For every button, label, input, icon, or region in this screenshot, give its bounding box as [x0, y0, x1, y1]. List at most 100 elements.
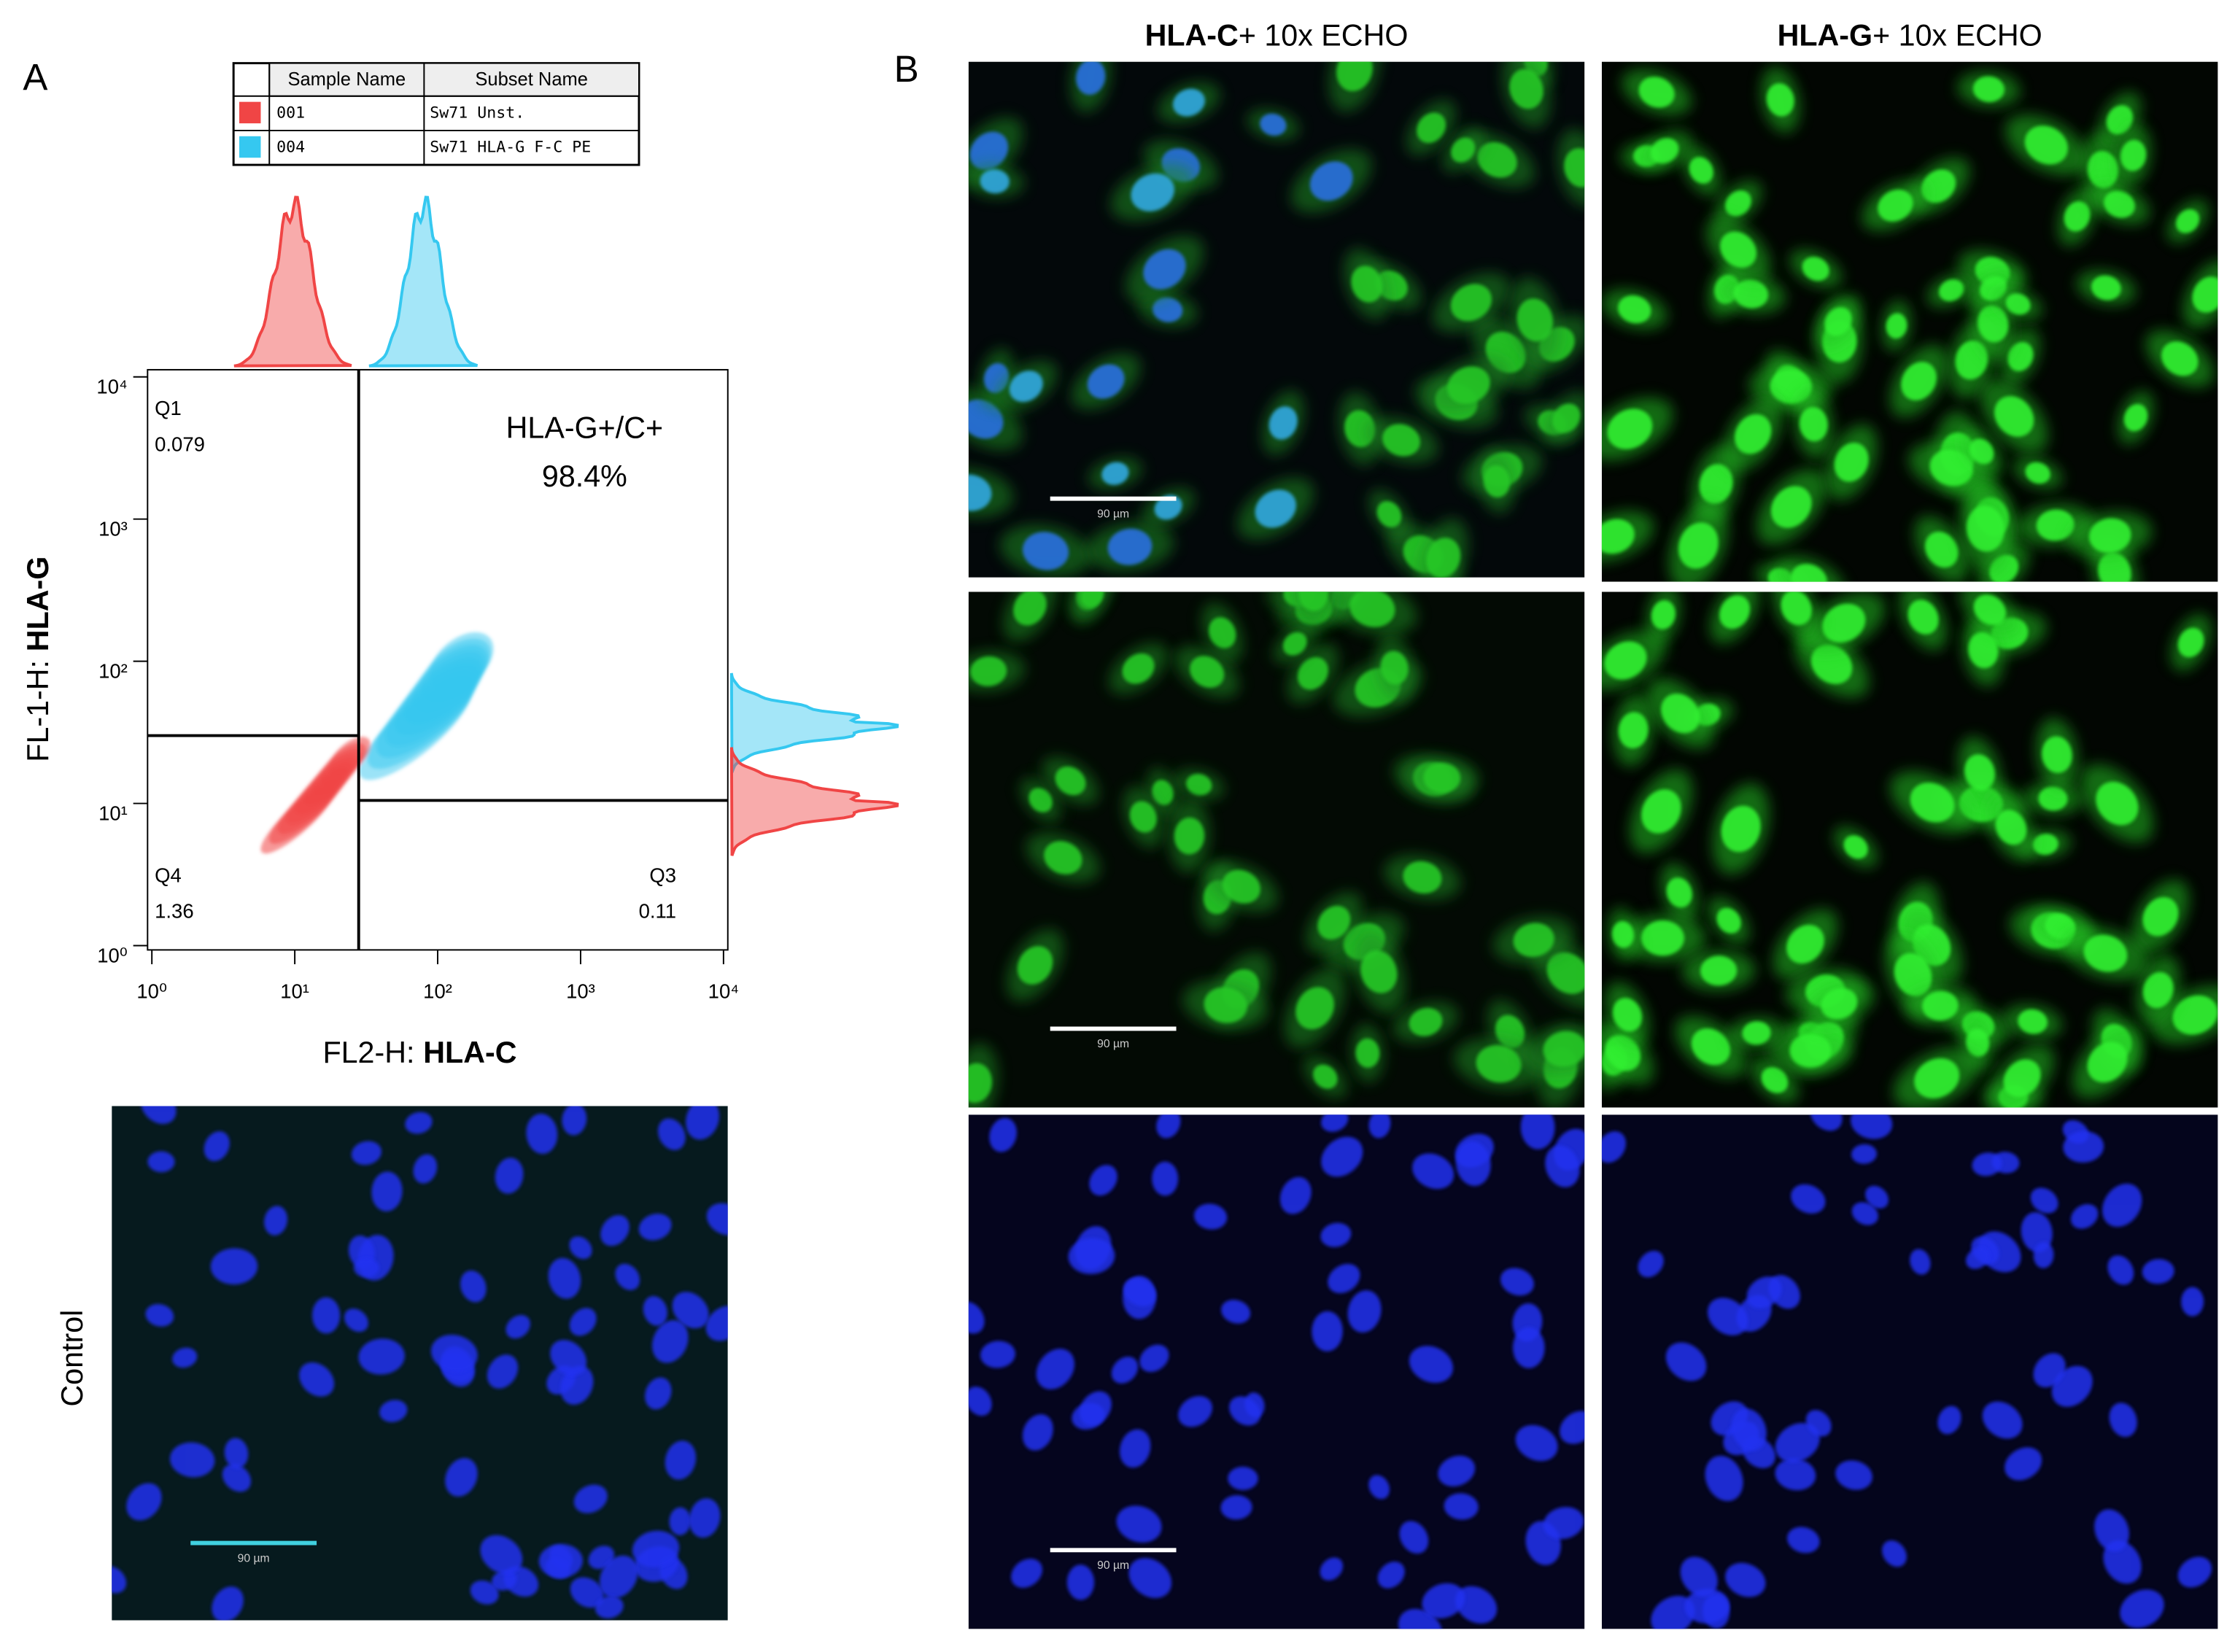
cell-core [1013, 592, 1047, 626]
cell-core [968, 474, 992, 511]
cell-core [1107, 528, 1153, 565]
nucleus [1865, 1185, 1889, 1209]
nucleus [147, 1151, 175, 1173]
nucleus [570, 1577, 604, 1608]
scale-bar-label: 90 µm [1097, 1559, 1129, 1572]
cell-core [2003, 1059, 2041, 1097]
cell-core [2096, 781, 2139, 826]
nucleus [1775, 1458, 1816, 1491]
table-header: Subset Name [475, 69, 588, 90]
x-tick-label: 10⁰ [136, 980, 167, 1003]
cell-core [1799, 406, 1828, 442]
nucleus [344, 1308, 368, 1333]
axis-label-marker: HLA-C [423, 1036, 516, 1069]
cell-core [2064, 201, 2091, 232]
sample-name: 004 [276, 138, 305, 156]
nucleus [1220, 1495, 1252, 1520]
cell-core [1153, 297, 1183, 322]
cell-core [1995, 810, 2027, 845]
cell-core [1966, 1028, 1990, 1057]
cell-core [1190, 656, 1225, 688]
sample-name: 001 [276, 104, 305, 122]
nucleus [2177, 1556, 2212, 1588]
nucleus [1347, 1290, 1382, 1333]
nucleus [491, 1570, 517, 1591]
nucleus [2107, 1255, 2134, 1285]
micrograph [1601, 592, 2218, 1108]
nucleus [573, 1484, 608, 1513]
cell-core [969, 131, 1009, 170]
column-suffix: + 10x ECHO [1239, 18, 1409, 52]
cell-core [2025, 462, 2050, 484]
cell-core [1878, 189, 1913, 222]
cell-core [1255, 489, 1296, 528]
nucleus [1156, 1114, 1181, 1139]
scale-bar-label: 90 µm [238, 1552, 270, 1564]
subset-name: Sw71 Unst. [430, 104, 524, 122]
cell-core [1720, 231, 1756, 268]
cell-core [2038, 786, 2068, 811]
cell-core [1973, 594, 2007, 626]
cell-core [1886, 313, 1907, 339]
cell-core [1309, 161, 1353, 201]
cell-core [2087, 150, 2119, 189]
nucleus [2102, 1183, 2142, 1228]
nucleus [1279, 1176, 1312, 1214]
cell-core [1564, 148, 1585, 187]
cell-core [1907, 600, 1939, 635]
nucleus [2094, 1509, 2129, 1552]
nucleus [2142, 1259, 2174, 1284]
quadrant-name: Q3 [649, 864, 676, 886]
cell-core [2177, 627, 2204, 658]
nucleus [643, 1295, 667, 1326]
panel-label: B [894, 48, 919, 90]
cell-core [1087, 364, 1125, 399]
column-title: HLA-G+ 10x ECHO [1778, 18, 2042, 52]
cell-core [1355, 1038, 1380, 1068]
cell-core [1268, 406, 1298, 440]
nucleus [413, 1154, 438, 1184]
nucleus [212, 1586, 244, 1621]
nucleus [1022, 1414, 1053, 1451]
nucleus [569, 1236, 592, 1260]
population-clouds [260, 632, 494, 854]
y-axis-label: FL-1-H: HLA-G [21, 557, 55, 762]
nucleus [1116, 1505, 1162, 1543]
cell-core [2192, 276, 2218, 313]
nucleus [1937, 1405, 1961, 1435]
cell-core [1678, 522, 1719, 569]
nucleus [1422, 1583, 1465, 1618]
cell-core [1922, 990, 1959, 1021]
cell-core [2104, 190, 2135, 218]
nucleus [689, 1498, 721, 1538]
nucleus [1412, 1153, 1455, 1190]
cell-core [1509, 69, 1543, 109]
cell-core [2120, 139, 2147, 171]
nucleus [1011, 1559, 1042, 1588]
quadrant-value: 0.11 [639, 900, 676, 923]
annotation-title: HLA-G+/C+ [506, 411, 663, 444]
axis-label-prefix: FL2-H: [322, 1036, 414, 1069]
column-marker: HLA-G [1778, 18, 1873, 52]
nucleus [645, 1377, 672, 1410]
cell-core [1543, 1031, 1585, 1067]
cell-core [1611, 921, 1634, 948]
cell-core [1968, 632, 1999, 669]
nucleus [1128, 1558, 1172, 1599]
nucleus [1312, 1311, 1343, 1352]
cell-core [2172, 995, 2218, 1035]
nucleus [1835, 1460, 1872, 1490]
cell-core [2042, 736, 2072, 773]
nucleus [594, 1596, 624, 1618]
nucleus [379, 1400, 408, 1422]
nucleus [2070, 1203, 2099, 1229]
nucleus [550, 1340, 587, 1376]
cell-core [1552, 403, 1581, 433]
nucleus [562, 1106, 587, 1136]
cell-core [1417, 112, 1446, 144]
cell-core [1403, 861, 1442, 893]
cell-core [1477, 141, 1517, 178]
nucleus [264, 1206, 288, 1236]
cell-core [1733, 279, 1768, 309]
